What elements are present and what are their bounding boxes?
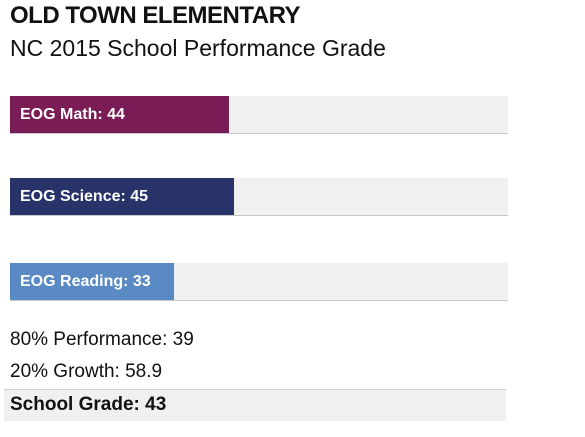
bar-label-math: EOG Math: 44 xyxy=(20,106,125,123)
chart-subtitle: NC 2015 School Performance Grade xyxy=(10,35,386,61)
bar-science xyxy=(10,178,235,215)
bar-label-reading: EOG Reading: 33 xyxy=(20,273,151,290)
school-title: OLD TOWN ELEMENTARY xyxy=(10,2,301,29)
bar-label-science: EOG Science: 45 xyxy=(20,188,149,205)
bar-reading xyxy=(10,263,175,300)
bar-track-science: EOG Science: 45 xyxy=(10,178,508,216)
performance-stat: 80% Performance: 39 xyxy=(10,329,194,350)
growth-stat: 20% Growth: 58.9 xyxy=(10,361,163,382)
school-grade-row: School Grade: 43 xyxy=(4,389,506,421)
school-grade: School Grade: 43 xyxy=(10,394,167,415)
bar-track-math: EOG Math: 44 xyxy=(10,96,508,134)
bar-math xyxy=(10,96,230,133)
bar-track-reading: EOG Reading: 33 xyxy=(10,263,508,301)
